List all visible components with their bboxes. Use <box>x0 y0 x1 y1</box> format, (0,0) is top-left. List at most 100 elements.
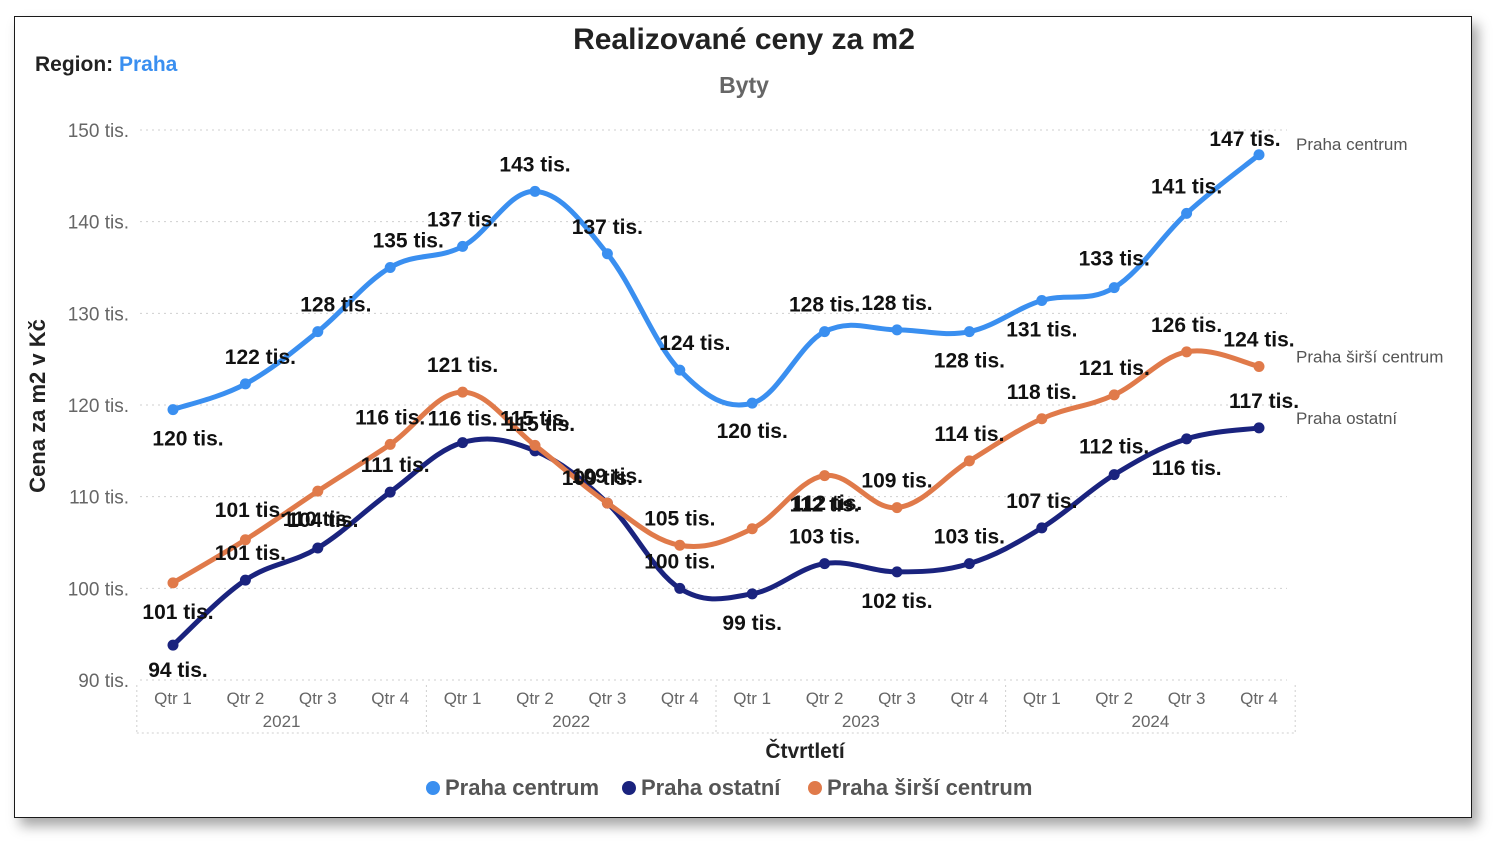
data-label-praha-sirsi-centrum: 115 tis. <box>500 407 570 430</box>
data-point-praha-ostatni[interactable] <box>746 588 758 600</box>
region-label: Region: <box>35 53 114 76</box>
data-point-praha-sirsi-centrum[interactable] <box>1036 413 1048 425</box>
data-point-praha-sirsi-centrum[interactable] <box>601 497 613 509</box>
data-point-praha-sirsi-centrum[interactable] <box>819 470 831 482</box>
series-line-praha-sirsi-centrum <box>170 348 1262 586</box>
data-point-praha-centrum[interactable] <box>891 324 903 336</box>
legend-marker <box>808 781 822 795</box>
data-label-praha-centrum: 137 tis. <box>572 216 643 239</box>
data-label-praha-centrum: 128 tis. <box>934 350 1005 373</box>
data-label-praha-sirsi-centrum: 124 tis. <box>1223 329 1294 352</box>
region-value[interactable]: Praha <box>119 53 178 76</box>
data-label-praha-sirsi-centrum: 126 tis. <box>1151 314 1222 337</box>
x-axis: Qtr 1 Qtr 2 Qtr 3 Qtr 4 Qtr 1 Qtr 2 Qtr 3 Qtr 4… <box>136 685 1296 734</box>
x-tick-label: Qtr 3 <box>299 689 337 708</box>
series-praha-sirsi-centrum <box>167 346 1265 589</box>
data-point-praha-sirsi-centrum[interactable] <box>1181 346 1193 358</box>
data-point-praha-sirsi-centrum[interactable] <box>963 455 975 467</box>
data-point-praha-centrum[interactable] <box>1253 149 1265 161</box>
data-label-praha-ostatni: 117 tis. <box>1229 390 1299 413</box>
x-tick-label: Qtr 3 <box>589 689 627 708</box>
data-label-praha-centrum: 128 tis. <box>789 294 860 317</box>
series-end-label-praha-centrum: Praha centrum <box>1296 135 1408 154</box>
data-point-praha-ostatni[interactable] <box>1253 422 1265 434</box>
chart-frame: Region: Praha Realizované ceny za m2 Byt… <box>14 16 1472 818</box>
x-tick-label: Qtr 2 <box>227 689 265 708</box>
x-year-label: 2021 <box>263 712 301 731</box>
chart-subtitle: Byty <box>719 72 769 98</box>
data-point-praha-sirsi-centrum[interactable] <box>529 439 541 451</box>
legend-item-praha-centrum[interactable]: Praha centrum <box>426 775 599 800</box>
data-label-praha-sirsi-centrum: 112 tis. <box>790 494 860 517</box>
data-point-praha-ostatni[interactable] <box>963 558 975 570</box>
data-point-praha-ostatni[interactable] <box>312 542 324 554</box>
data-point-praha-centrum[interactable] <box>239 378 251 390</box>
data-point-praha-ostatni[interactable] <box>819 558 831 570</box>
data-point-praha-centrum[interactable] <box>1181 207 1193 219</box>
data-point-praha-ostatni[interactable] <box>167 639 179 651</box>
data-label-praha-sirsi-centrum: 109 tis. <box>562 467 633 490</box>
data-point-praha-sirsi-centrum[interactable] <box>239 534 251 546</box>
data-point-praha-sirsi-centrum[interactable] <box>167 577 179 589</box>
data-label-praha-centrum: 133 tis. <box>1079 248 1150 271</box>
data-point-praha-centrum[interactable] <box>674 364 686 376</box>
data-point-praha-centrum[interactable] <box>963 326 975 338</box>
data-point-praha-ostatni[interactable] <box>1036 522 1048 534</box>
data-label-praha-sirsi-centrum: 121 tis. <box>427 354 498 377</box>
legend-marker <box>426 781 440 795</box>
y-tick-label: 100 tis. <box>68 579 129 600</box>
data-point-praha-sirsi-centrum[interactable] <box>746 523 758 535</box>
data-point-praha-ostatni[interactable] <box>457 437 469 449</box>
data-label-praha-ostatni: 102 tis. <box>861 590 932 613</box>
data-point-praha-sirsi-centrum[interactable] <box>457 386 469 398</box>
data-point-praha-centrum[interactable] <box>1036 295 1048 306</box>
data-point-praha-sirsi-centrum[interactable] <box>1253 361 1265 372</box>
data-label-praha-centrum: 120 tis. <box>152 428 223 451</box>
legend-label: Praha širší centrum <box>827 775 1032 800</box>
data-point-praha-sirsi-centrum[interactable] <box>1108 389 1120 401</box>
data-label-praha-sirsi-centrum: 110 tis. <box>283 508 353 531</box>
data-label-praha-centrum: 147 tis. <box>1209 128 1280 151</box>
data-point-praha-ostatni[interactable] <box>891 566 903 578</box>
data-point-praha-ostatni[interactable] <box>674 582 686 594</box>
y-tick-label: 90 tis. <box>78 671 129 692</box>
data-point-praha-sirsi-centrum[interactable] <box>891 502 903 514</box>
data-point-praha-centrum[interactable] <box>1108 282 1120 294</box>
data-label-praha-ostatni: 107 tis. <box>1006 490 1077 513</box>
data-label-praha-sirsi-centrum: 121 tis. <box>1079 357 1150 380</box>
data-point-praha-sirsi-centrum[interactable] <box>674 539 686 551</box>
data-point-praha-sirsi-centrum[interactable] <box>312 485 324 497</box>
x-tick-label: Qtr 3 <box>1168 689 1206 708</box>
data-labels: 120 tis.122 tis.128 tis.135 tis.137 tis.… <box>142 128 1443 682</box>
y-tick-label: 150 tis. <box>68 121 129 142</box>
data-point-praha-centrum[interactable] <box>819 326 831 338</box>
data-point-praha-ostatni[interactable] <box>239 574 251 586</box>
data-label-praha-ostatni: 103 tis. <box>934 526 1005 549</box>
data-point-praha-centrum[interactable] <box>746 397 758 409</box>
x-axis-title: Čtvrtletí <box>765 739 846 763</box>
data-point-praha-ostatni[interactable] <box>1108 469 1120 481</box>
data-label-praha-sirsi-centrum: 105 tis. <box>644 507 715 530</box>
data-point-praha-centrum[interactable] <box>312 326 324 338</box>
data-label-praha-sirsi-centrum: 109 tis. <box>861 470 932 493</box>
data-point-praha-centrum[interactable] <box>384 262 396 273</box>
line-chart: Realizované ceny za m2 Byty Cena za m2 v… <box>25 23 1443 800</box>
data-label-praha-centrum: 124 tis. <box>659 332 730 355</box>
y-tick-label: 130 tis. <box>68 304 129 325</box>
data-label-praha-sirsi-centrum: 101 tis. <box>215 499 286 522</box>
data-point-praha-sirsi-centrum[interactable] <box>384 438 396 450</box>
data-label-praha-centrum: 128 tis. <box>861 292 932 315</box>
legend-item-praha-sirsi-centrum[interactable]: Praha širší centrum <box>808 775 1032 800</box>
data-point-praha-centrum[interactable] <box>167 404 179 416</box>
x-tick-label: Qtr 1 <box>1023 689 1061 708</box>
y-tick-label: 120 tis. <box>68 396 129 417</box>
data-point-praha-centrum[interactable] <box>529 185 541 197</box>
data-point-praha-centrum[interactable] <box>601 248 613 260</box>
data-point-praha-ostatni[interactable] <box>384 486 396 498</box>
data-label-praha-ostatni: 94 tis. <box>148 659 208 682</box>
x-tick-label: Qtr 3 <box>878 689 916 708</box>
data-label-praha-sirsi-centrum: 101 tis. <box>142 601 213 624</box>
data-point-praha-centrum[interactable] <box>457 240 469 252</box>
legend-item-praha-ostatni[interactable]: Praha ostatní <box>622 775 781 800</box>
data-point-praha-ostatni[interactable] <box>1181 433 1193 445</box>
